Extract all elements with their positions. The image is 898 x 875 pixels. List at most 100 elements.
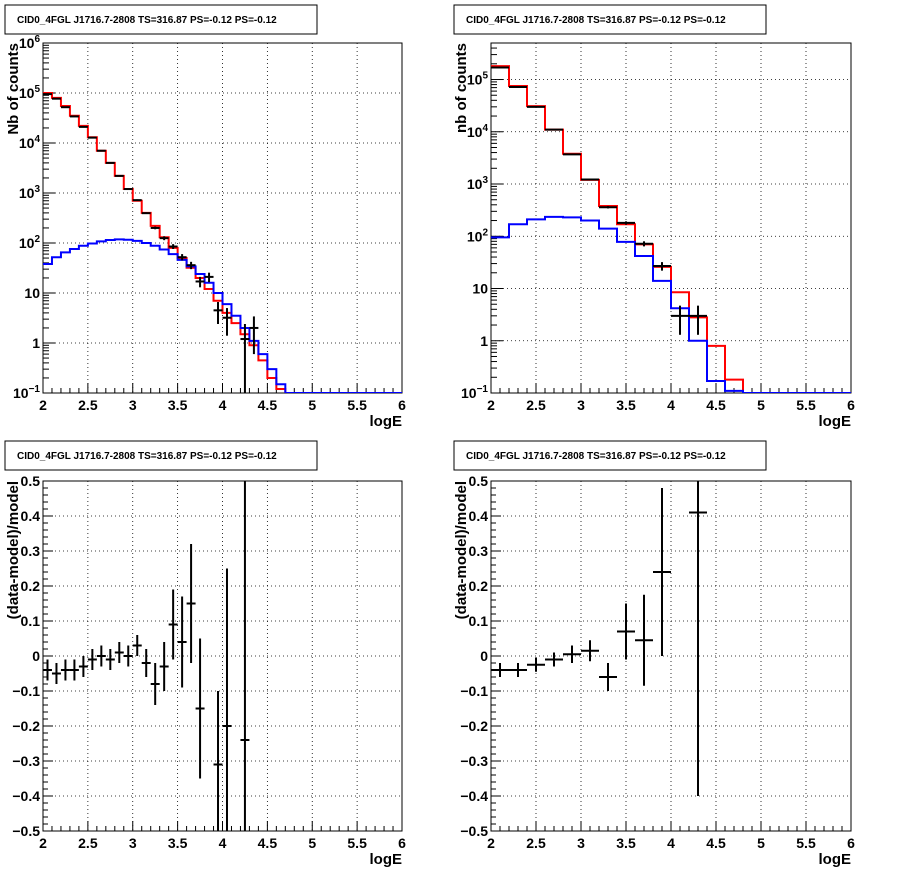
plot-data bbox=[491, 65, 851, 393]
x-axis-ticks: 2 2.5 3 3.5 4 4.5 5 5.5 6 bbox=[487, 821, 855, 851]
data-point bbox=[51, 663, 61, 684]
x-tick-label: 2 bbox=[39, 397, 47, 413]
data-point bbox=[195, 276, 205, 288]
x-axis-ticks: 2 2.5 3 3.5 4 4.5 5 5.5 6 bbox=[39, 383, 406, 413]
x-tick-label: 4 bbox=[219, 397, 227, 413]
x-axis-title: logE bbox=[819, 851, 852, 868]
grid-lines bbox=[491, 481, 851, 831]
data-point bbox=[545, 652, 563, 667]
data-point bbox=[653, 262, 671, 271]
data-point bbox=[168, 244, 178, 249]
y-axis-title: nb of counts bbox=[453, 43, 470, 133]
data-point bbox=[213, 302, 223, 324]
data-point bbox=[222, 308, 232, 336]
data-point bbox=[114, 174, 124, 177]
data-point bbox=[563, 153, 581, 156]
data-point bbox=[599, 206, 617, 209]
data-point bbox=[177, 596, 187, 688]
panel-title: CID0_4FGL J1716.7-2808 TS=316.87 PS=-0.1… bbox=[17, 451, 277, 462]
plot-data bbox=[491, 481, 707, 796]
model-source-histogram bbox=[491, 215, 851, 393]
data-point bbox=[43, 659, 52, 681]
x-tick-label: 2 bbox=[487, 397, 495, 413]
data-point bbox=[78, 656, 88, 677]
data-point bbox=[132, 635, 142, 656]
x-tick-label: 4.5 bbox=[706, 397, 726, 413]
x-tick-label: 3 bbox=[129, 397, 137, 413]
y-tick-label: 104 bbox=[467, 123, 489, 140]
panel-residuals-right: CID0_4FGL J1716.7-2808 TS=316.87 PS=-0.1… bbox=[453, 440, 855, 868]
x-tick-label: 6 bbox=[398, 835, 406, 851]
y-tick-label: 0.1 bbox=[21, 613, 41, 629]
panel-spectrum-left: CID0_4FGL J1716.7-2808 TS=316.87 PS=-0.1… bbox=[4, 4, 406, 430]
x-tick-label: 6 bbox=[398, 397, 406, 413]
x-tick-label: 5.5 bbox=[796, 835, 816, 851]
data-point bbox=[240, 481, 250, 831]
data-point bbox=[69, 115, 79, 118]
data-point bbox=[141, 212, 151, 215]
panel-title: CID0_4FGL J1716.7-2808 TS=316.87 PS=-0.1… bbox=[17, 15, 277, 26]
data-point bbox=[204, 272, 214, 283]
plot-data bbox=[43, 481, 250, 831]
panel-title-box: CID0_4FGL J1716.7-2808 TS=316.87 PS=-0.1… bbox=[453, 4, 767, 35]
y-axis-ticks: −0.5 −0.4 −0.3 −0.2 −0.1 0 0.1 0.2 0.3 0.4 0.5 bbox=[12, 473, 53, 839]
x-tick-label: 4.5 bbox=[706, 835, 726, 851]
y-tick-label: −0.5 bbox=[12, 823, 40, 839]
y-tick-label: 0.2 bbox=[21, 578, 41, 594]
x-tick-label: 3.5 bbox=[168, 397, 188, 413]
x-tick-label: 3 bbox=[129, 835, 137, 851]
y-tick-label: 0.2 bbox=[469, 578, 489, 594]
x-tick-label: 5 bbox=[757, 397, 765, 413]
data-point bbox=[186, 261, 196, 270]
x-tick-label: 6 bbox=[847, 397, 855, 413]
y-axis-title: Nb of counts bbox=[5, 43, 22, 135]
x-tick-label: 5 bbox=[308, 835, 316, 851]
x-tick-label: 4 bbox=[667, 835, 675, 851]
data-point bbox=[599, 663, 617, 691]
data-point bbox=[617, 603, 635, 660]
data-point bbox=[114, 642, 124, 663]
y-tick-label: 106 bbox=[19, 34, 41, 51]
y-tick-label: −0.5 bbox=[460, 823, 488, 839]
x-tick-label: 5.5 bbox=[347, 835, 367, 851]
y-tick-label: 105 bbox=[467, 71, 489, 88]
data-point bbox=[69, 659, 79, 681]
y-axis-ticks: 10−1 1 10 102 103 104 105 bbox=[461, 42, 503, 401]
y-tick-label: 105 bbox=[19, 84, 41, 101]
y-axis-ticks: 10−1 1 10 102 103 104 105 106 bbox=[13, 34, 55, 401]
data-point bbox=[105, 161, 115, 164]
data-point bbox=[527, 657, 545, 672]
x-tick-label: 4.5 bbox=[258, 397, 278, 413]
y-tick-label: −0.3 bbox=[460, 753, 488, 769]
data-point bbox=[168, 589, 178, 660]
data-point bbox=[689, 481, 707, 796]
y-tick-label: 1 bbox=[480, 333, 488, 349]
data-point bbox=[653, 488, 671, 656]
y-tick-label: 10 bbox=[24, 285, 40, 301]
panel-title-box: CID0_4FGL J1716.7-2808 TS=316.87 PS=-0.1… bbox=[453, 440, 767, 471]
x-tick-label: 4 bbox=[667, 397, 675, 413]
data-point bbox=[509, 663, 527, 677]
data-point bbox=[105, 649, 115, 670]
data-point bbox=[581, 640, 599, 662]
x-tick-label: 5 bbox=[757, 835, 765, 851]
y-tick-label: 0.1 bbox=[469, 613, 489, 629]
data-point bbox=[563, 645, 581, 663]
y-tick-label: 0.5 bbox=[21, 473, 41, 489]
data-point bbox=[132, 199, 142, 202]
x-tick-label: 3.5 bbox=[168, 835, 188, 851]
data-point bbox=[240, 323, 250, 393]
data-point bbox=[635, 241, 653, 247]
y-axis-title: (data-model)/model bbox=[5, 481, 22, 619]
data-point bbox=[60, 659, 70, 681]
x-axis-title: logE bbox=[370, 851, 403, 868]
data-point bbox=[150, 226, 160, 230]
data-point bbox=[96, 645, 106, 667]
x-tick-label: 3 bbox=[577, 397, 585, 413]
x-tick-label: 6 bbox=[847, 835, 855, 851]
x-axis-title: logE bbox=[370, 413, 403, 430]
y-tick-label: 103 bbox=[19, 184, 41, 201]
data-point bbox=[195, 638, 205, 779]
x-tick-label: 2 bbox=[487, 835, 495, 851]
